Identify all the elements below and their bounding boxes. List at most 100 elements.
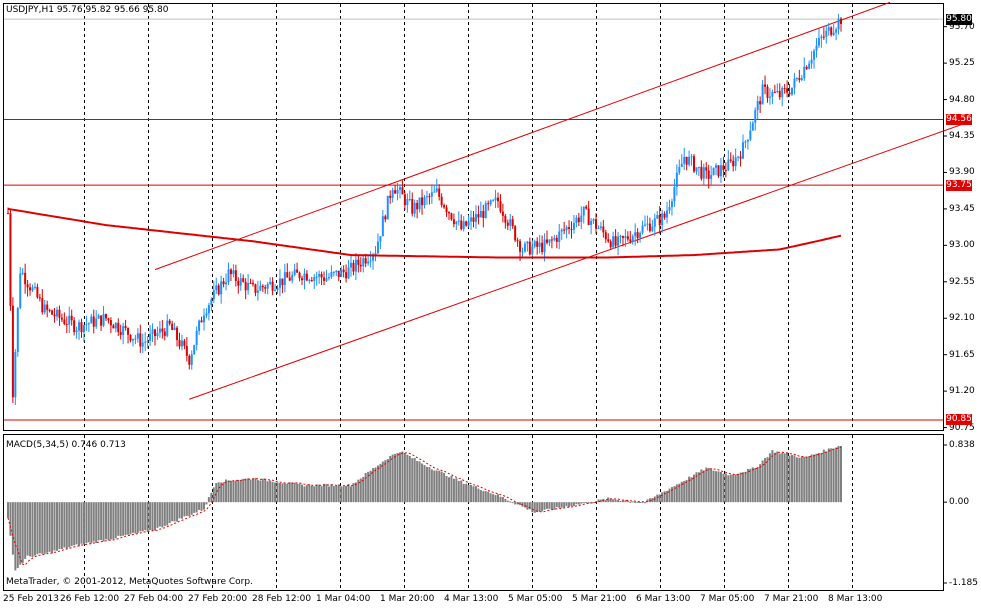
macd-bar [63, 502, 66, 548]
bull-candle [558, 231, 561, 242]
price-channel [154, 1, 964, 400]
bull-candle [259, 285, 262, 291]
macd-bar [38, 502, 41, 554]
bear-candle [288, 277, 291, 281]
bull-candle [737, 156, 740, 158]
macd-bar [193, 502, 196, 513]
bull-candle [661, 213, 664, 226]
macd-bar [185, 502, 188, 516]
bear-candle [109, 320, 112, 326]
macd-bar [173, 502, 176, 522]
bear-candle [443, 205, 446, 208]
macd-bar [33, 502, 36, 556]
bull-candle [87, 323, 90, 325]
macd-bar [815, 453, 818, 503]
bull-candle [484, 203, 487, 219]
macd-bar [48, 502, 51, 552]
macd-bar [244, 478, 247, 503]
bull-candle [362, 258, 365, 267]
bear-candle [759, 101, 762, 105]
bull-candle [227, 269, 230, 283]
macd-bar [188, 502, 191, 517]
bear-candle [724, 170, 727, 172]
macd-bar [523, 502, 526, 508]
price-tick-label: 90.75 [949, 422, 975, 433]
bull-candle [617, 236, 620, 246]
macd-bar [457, 480, 460, 503]
macd-bar [781, 452, 784, 503]
macd-bar [440, 471, 443, 503]
bear-candle [107, 318, 110, 321]
bear-candle [139, 333, 142, 347]
bull-candle [543, 239, 546, 253]
macd-bar [53, 502, 56, 551]
bear-candle [705, 167, 708, 171]
price-tick-label: 91.65 [949, 349, 975, 360]
bear-candle [773, 91, 776, 93]
bull-candle [599, 226, 602, 229]
bull-candle [548, 239, 551, 243]
bull-candle [776, 90, 779, 93]
bull-candle [727, 159, 730, 171]
macd-bar [399, 452, 401, 503]
macd-bar [595, 501, 597, 503]
bear-candle [92, 316, 95, 327]
macd-bar [570, 502, 573, 506]
bear-candle [36, 286, 39, 298]
bull-candle [425, 196, 428, 198]
macd-bar [609, 498, 612, 503]
bear-candle [595, 219, 597, 229]
bear-candle [9, 213, 12, 306]
macd-bar [19, 502, 22, 565]
macd-bar [85, 502, 88, 544]
bull-candle [644, 224, 646, 226]
bear-candle [421, 197, 424, 206]
price-tick-label: 93.45 [949, 203, 975, 214]
macd-bar [822, 449, 825, 503]
macd-bar [406, 454, 409, 503]
bear-candle [438, 188, 441, 197]
macd-bar [651, 498, 654, 503]
macd-bar [678, 483, 681, 503]
bear-candle [176, 327, 179, 341]
bear-candle [124, 326, 127, 329]
bear-candle [296, 269, 299, 273]
bull-candle [274, 289, 277, 291]
macd-bar [710, 468, 713, 503]
bull-candle [761, 84, 764, 105]
macd-bar [249, 479, 252, 503]
bear-candle [607, 239, 610, 242]
bear-candle [51, 310, 54, 315]
macd-bar [572, 502, 575, 507]
price-tick-label: 93.00 [949, 240, 975, 251]
macd-bar [51, 502, 54, 554]
macd-bar [499, 496, 502, 503]
bull-candle [239, 278, 242, 286]
macd-bar [754, 467, 757, 503]
price-pane-title: USDJPY,H1 95.76 95.82 95.66 95.80 [6, 5, 169, 15]
bull-candle [144, 341, 147, 343]
macd-bar [668, 488, 671, 503]
bear-candle [129, 334, 132, 341]
bear-candle [786, 88, 789, 93]
bear-candle [546, 239, 548, 243]
bull-candle [457, 220, 460, 222]
bear-candle [629, 239, 632, 242]
macd-bar [337, 484, 340, 503]
macd-bar [717, 471, 720, 503]
macd-bar [215, 483, 218, 503]
bear-candle [161, 328, 164, 332]
macd-bar [484, 491, 487, 503]
bear-candle [550, 239, 553, 241]
macd-bar [131, 502, 134, 533]
bear-candle [38, 297, 41, 299]
macd-bar [242, 478, 245, 503]
bear-candle [685, 156, 688, 165]
bull-candle [683, 156, 686, 164]
macd-bar [325, 484, 328, 503]
bull-candle [315, 276, 318, 278]
bull-candle [435, 188, 438, 192]
bear-candle [58, 309, 61, 318]
macd-bar [428, 467, 431, 503]
macd-bar [597, 499, 600, 503]
